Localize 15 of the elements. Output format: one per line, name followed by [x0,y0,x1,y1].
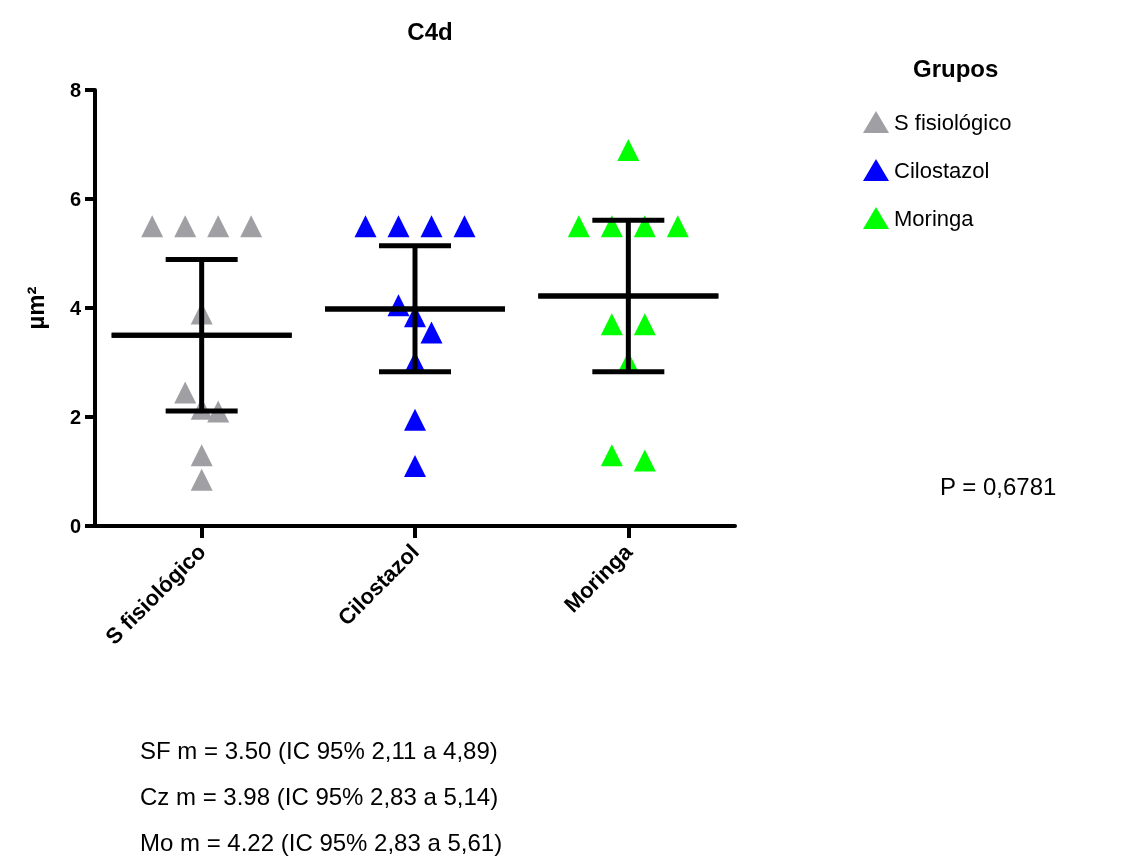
text: Cz m = 3.98 (IC 95% 2,83 a 5,14) [140,782,499,810]
y-tick-label: 6 [69,188,81,210]
legend-label: Moringa [894,205,975,231]
y-tick-label: 8 [69,79,81,101]
y-tick-label: 4 [69,297,82,319]
y-tick-label: 2 [69,406,81,428]
chart-title: C4d [407,17,453,45]
y-tick-label: 0 [69,515,81,537]
text: SF m = 3.50 (IC 95% 2,11 a 4,89) [140,736,498,764]
text: P = 0,6781 [940,472,1057,500]
legend-label: Cilostazol [894,157,990,183]
text: Mo m = 4.22 (IC 95% 2,83 a 5,61) [140,828,503,856]
y-axis-title: µm² [21,286,49,330]
legend-label: S fisiológico [894,109,1012,135]
legend-title: Grupos [913,54,999,82]
